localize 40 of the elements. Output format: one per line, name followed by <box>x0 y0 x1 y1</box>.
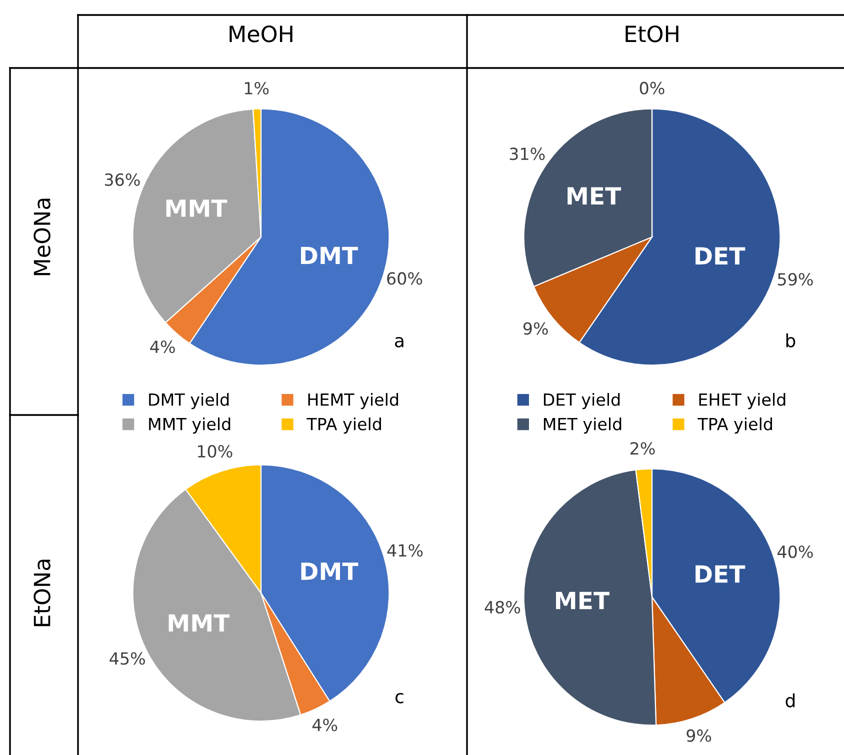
chart-title: EtOH <box>626 26 678 42</box>
legend-label: MET yield <box>544 417 622 434</box>
text: b <box>786 333 796 348</box>
chart-title: MeOH <box>230 26 292 42</box>
data-label: 4% <box>150 340 175 354</box>
text: 0% <box>640 82 664 94</box>
legend-label: HEMT yield <box>308 393 398 410</box>
data-label: 4% <box>312 718 338 732</box>
data-label: 41% <box>387 544 423 557</box>
text: DET <box>696 247 746 264</box>
data-label: 59% <box>778 273 813 286</box>
text: a <box>395 337 404 348</box>
data-label: 31% <box>510 148 545 160</box>
text: DMT <box>301 562 358 580</box>
data-label: 60% <box>387 272 422 285</box>
data-label: 45% <box>110 652 145 665</box>
data-label: 9% <box>523 322 548 335</box>
legend-label: DMT yield <box>149 393 229 410</box>
text: MET <box>556 592 610 610</box>
data-label: 36% <box>104 173 140 186</box>
text: MMT <box>168 614 230 632</box>
legend-label: MMT yield <box>149 417 230 434</box>
text: DET <box>696 565 746 583</box>
data-label: 9% <box>686 729 712 742</box>
legend-label: TPA yield <box>698 417 772 434</box>
text: EtONa <box>34 560 50 626</box>
data-label: 48% <box>484 600 520 614</box>
text: DMT <box>301 246 358 264</box>
text: MMT <box>166 200 228 217</box>
legend-label: EHET yield <box>699 393 786 410</box>
legend-label: DET yield <box>544 393 620 410</box>
text: MET <box>568 187 622 204</box>
data-label: 2% <box>630 442 655 455</box>
data-label: 40% <box>778 545 813 558</box>
text: d <box>786 693 795 708</box>
legend-label: TPA yield <box>306 417 381 434</box>
text: MeONa <box>34 198 50 276</box>
data-label: 10% <box>198 445 232 458</box>
text: c <box>395 693 404 704</box>
data-label: 1% <box>244 82 269 94</box>
